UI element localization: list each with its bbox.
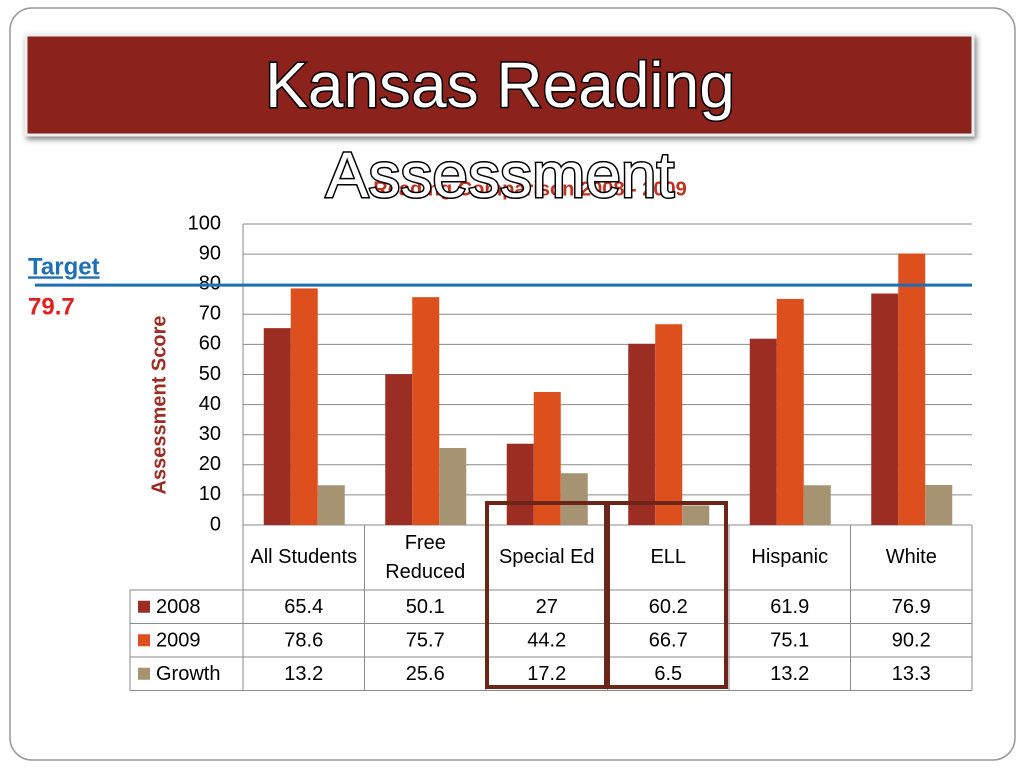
x-tick-label: Hispanic [751, 546, 829, 568]
x-tick-label-box: White [885, 546, 937, 568]
bar [412, 297, 440, 525]
x-tick-label-box: Special Ed [498, 546, 595, 568]
target-value: 79.7 [28, 293, 75, 320]
table-value: 6.5 [654, 663, 682, 685]
bar [290, 288, 318, 525]
title-line: Assessment [326, 139, 675, 211]
bar [533, 391, 561, 525]
bar [898, 253, 926, 526]
highlight-box [604, 501, 728, 689]
bar [560, 473, 588, 525]
bar [871, 293, 899, 525]
x-tick-label-box: All Students [250, 546, 358, 568]
x-tick-label: Special Ed [498, 546, 595, 568]
table-value: 25.6 [406, 663, 445, 685]
table-value: 50.1 [406, 596, 445, 618]
table-value: 27 [536, 596, 558, 618]
x-tick-label: White [885, 546, 937, 568]
title-banner [24, 33, 975, 137]
slide-frame [9, 7, 1016, 761]
table-value: 65.4 [284, 596, 323, 618]
x-tick-label-box: Free Reduced [385, 531, 466, 583]
table-value: 17.2 [527, 663, 566, 685]
table-value: 61.9 [770, 596, 809, 618]
bar [803, 485, 831, 525]
bar [776, 298, 804, 525]
y-tick-label: 90 [199, 242, 221, 264]
y-tick-label: 40 [199, 393, 221, 415]
table-value: 13.3 [892, 663, 931, 685]
table-value: 75.1 [770, 630, 809, 652]
table-value: 75.7 [406, 630, 445, 652]
bar [263, 328, 291, 525]
title-line: Kansas Reading [265, 49, 735, 121]
bar [506, 443, 534, 525]
table-value: 60.2 [649, 596, 688, 618]
y-tick-label: 30 [199, 423, 221, 445]
bar [628, 343, 656, 525]
bar [655, 324, 683, 525]
table-value: 44.2 [527, 630, 566, 652]
chart-subtitle: Reading Comparison 2008 - 2009 [373, 178, 686, 200]
bar [385, 374, 413, 525]
y-tick-label: 100 [188, 212, 221, 234]
table-value: 66.7 [649, 630, 688, 652]
y-tick-label: 10 [199, 483, 221, 505]
y-tick-label: 70 [199, 303, 221, 325]
table-value: 78.6 [284, 630, 323, 652]
bar [749, 338, 777, 525]
legend-label: 2008 [156, 596, 201, 618]
y-tick-label: 60 [199, 333, 221, 355]
bar [439, 447, 467, 525]
table-value: 90.2 [892, 630, 931, 652]
x-tick-label-box: ELL [650, 546, 687, 568]
bar [317, 485, 345, 525]
table-value: 13.2 [770, 663, 809, 685]
x-tick-label: ELL [650, 546, 687, 568]
y-tick-label: 20 [199, 453, 221, 475]
legend-swatch [138, 600, 150, 613]
legend-label: 2009 [156, 630, 201, 652]
y-tick-label: 0 [210, 513, 221, 535]
y-tick-label: 50 [199, 363, 221, 385]
x-tick-label-box: Hispanic [751, 546, 829, 568]
legend-swatch [138, 667, 150, 680]
bar [682, 505, 710, 525]
table-value: 13.2 [284, 663, 323, 685]
y-tick-label: 80 [199, 272, 221, 294]
bar [925, 484, 953, 525]
x-tick-label: All Students [250, 546, 358, 568]
target-label: Target [28, 253, 100, 280]
legend-label: Growth [156, 663, 220, 685]
y-axis-label: Assessment Score [148, 316, 170, 495]
legend-swatch [138, 634, 150, 647]
x-tick-label: Free Reduced [385, 531, 466, 583]
table-value: 76.9 [892, 596, 931, 618]
